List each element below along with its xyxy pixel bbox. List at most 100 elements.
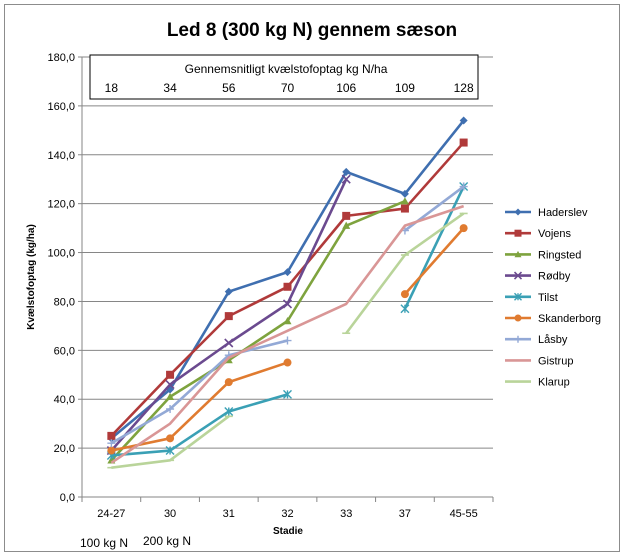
y-tick-label: 100,0 [47,248,75,260]
data-point [283,282,292,291]
y-tick-label: 40,0 [54,394,75,406]
data-point [400,204,409,213]
series-line [403,227,465,295]
x-tick-label: 31 [223,508,235,520]
legend-label: Låsby [538,334,568,346]
data-point [224,312,233,321]
legend: Haderslev Vojens Ringsted Rødby Tilst Skander… [505,207,601,389]
data-point [165,379,175,390]
x-tick-label: 37 [399,508,411,520]
legend-label: Rødby [538,271,571,283]
x-tick-label: 30 [164,508,176,520]
data-point [283,268,292,277]
data-point [459,138,468,147]
series-line [110,204,465,464]
series-line [111,393,288,457]
series-line [403,185,465,310]
series-line [110,339,288,445]
note-200kgN: 200 kg N [143,534,191,548]
data-point [342,211,351,220]
note-100kgN: 100 kg N [80,536,128,550]
data-point [166,392,175,400]
x-tick-label: 32 [281,508,293,520]
data-point [513,271,523,280]
y-tick-label: 160,0 [47,101,75,113]
data-point [514,335,522,343]
annotation-values: 18 34 56 70 106 109 128 [105,81,474,95]
x-tick-label: 33 [340,508,352,520]
data-point [107,446,116,455]
x-axis-ticks: 24-27 30 31 32 33 37 45-55 [81,497,494,520]
data-point [514,229,522,237]
annotation-value: 70 [281,81,295,95]
data-point [400,290,409,299]
series-lines [106,116,469,469]
data-point [166,370,175,379]
data-point [342,221,351,229]
legend-label: Gistrup [538,355,573,367]
data-point [400,189,409,198]
y-axis-label: Kvælstofoptag (kg/ha) [26,224,37,330]
y-tick-label: 120,0 [47,199,75,211]
data-point [283,358,292,367]
series-vojens [107,138,468,440]
data-point [283,389,292,399]
series-klarup [107,212,468,469]
annotation-value: 18 [105,81,119,95]
data-point [514,314,522,322]
legend-item: Skanderborg [505,313,601,325]
data-point [341,174,351,184]
annotation-box [89,54,479,100]
legend-item: Tilst [505,292,558,304]
y-axis-ticks: 0,0 20,0 40,0 60,0 80,0 100,0 120,0 140,0 160,0 1… [47,52,82,504]
x-tick-label: 45-55 [450,508,478,520]
y-tick-label: 0,0 [60,492,75,504]
data-point [459,224,468,233]
legend-label: Haderslev [538,207,588,219]
annotation-value: 34 [163,81,177,95]
chart-title: Led 8 (300 kg N) gennem sæson [167,20,457,41]
annotation-value: 109 [395,81,415,95]
annotation-value: 128 [454,81,474,95]
series-gistrup [110,204,465,464]
y-tick-label: 20,0 [54,443,75,455]
legend-item: Låsby [505,334,568,346]
data-point [283,336,292,345]
data-point [459,116,468,125]
data-point [107,431,116,440]
data-point [166,434,175,443]
annotation-value: 56 [222,81,236,95]
y-tick-label: 80,0 [54,296,75,308]
data-point [166,405,175,413]
annotation-value: 106 [336,81,356,95]
legend-label: Vojens [538,228,572,240]
y-tick-label: 60,0 [54,345,75,357]
data-point [400,304,410,314]
legend-label: Klarup [538,377,570,389]
data-point [459,182,468,191]
data-point [514,292,522,301]
data-point [224,406,234,416]
legend-item: Rødby [505,271,571,283]
data-point [224,287,233,296]
data-point [283,317,292,325]
data-point [107,439,116,448]
data-point [282,299,293,309]
legend-item: Vojens [505,228,572,240]
data-point [165,446,175,456]
x-axis-label: Stadie [273,526,303,537]
legend-item: Ringsted [505,249,581,261]
series-ringsted [107,197,409,464]
data-point [224,338,234,348]
legend-label: Tilst [538,292,558,304]
y-tick-label: 140,0 [47,150,75,162]
legend-item: Haderslev [505,207,588,219]
legend-item: Klarup [505,377,570,389]
legend-label: Ringsted [538,249,581,261]
data-point [342,167,351,176]
legend-label: Skanderborg [538,313,601,325]
series-line [110,200,406,462]
legend-item: Gistrup [505,355,573,367]
data-point [514,250,522,258]
